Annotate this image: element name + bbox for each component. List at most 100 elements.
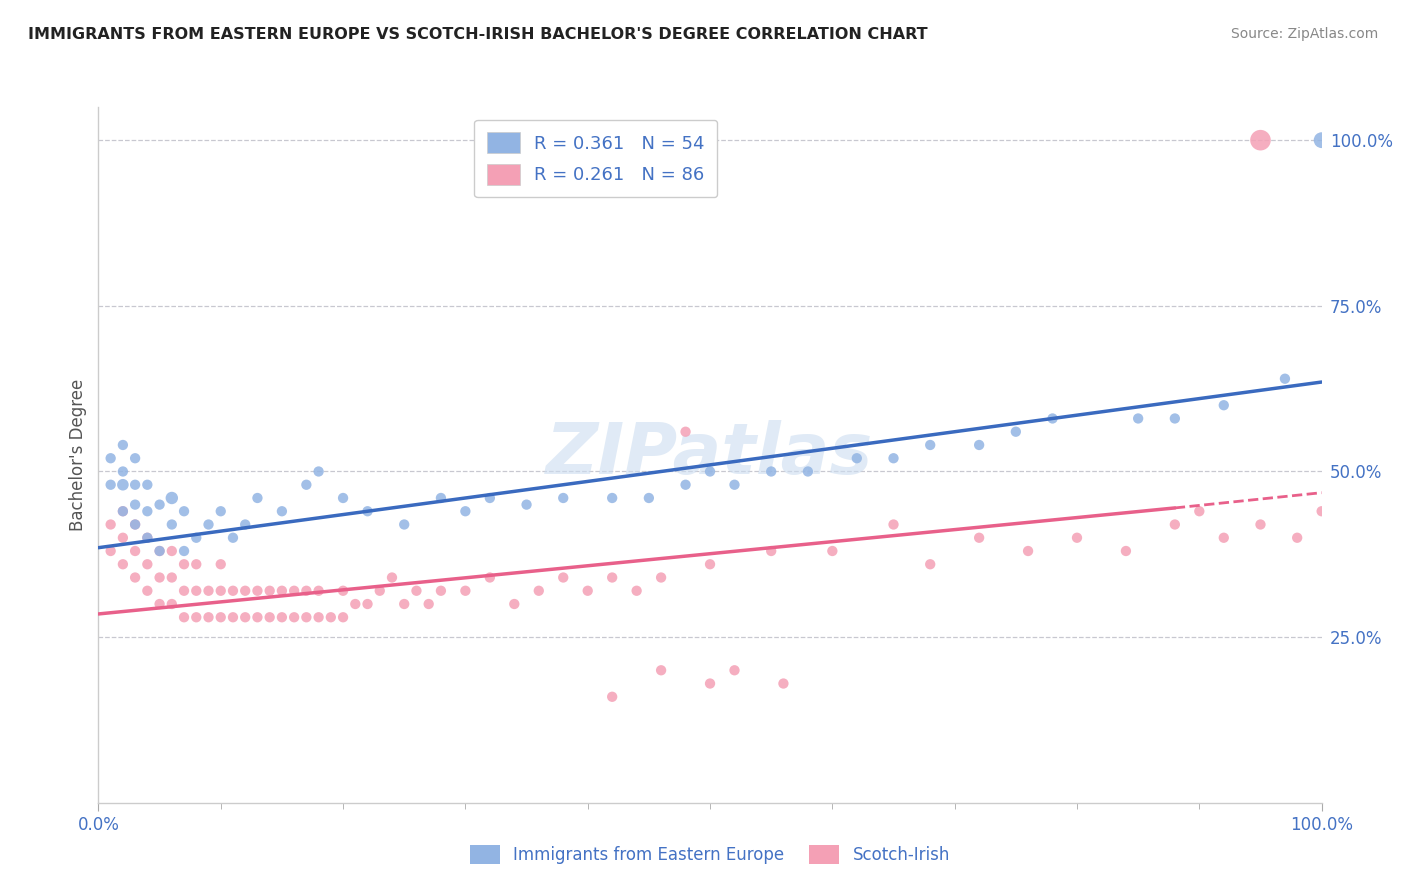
- Point: [173, 610, 195, 624]
- Point: [1286, 531, 1309, 545]
- Point: [283, 610, 305, 624]
- Y-axis label: Bachelor's Degree: Bachelor's Degree: [69, 379, 87, 531]
- Point: [430, 491, 453, 505]
- Point: [478, 570, 501, 584]
- Point: [100, 544, 122, 558]
- Point: [920, 438, 942, 452]
- Point: [270, 610, 294, 624]
- Point: [136, 531, 159, 545]
- Point: [1212, 398, 1234, 412]
- Point: [186, 558, 208, 572]
- Point: [149, 498, 172, 512]
- Point: [197, 583, 219, 598]
- Point: [576, 583, 599, 598]
- Point: [197, 610, 219, 624]
- Point: [209, 610, 232, 624]
- Point: [160, 491, 183, 505]
- Point: [1310, 504, 1333, 518]
- Point: [186, 610, 208, 624]
- Point: [332, 491, 354, 505]
- Point: [761, 465, 783, 479]
- Point: [920, 558, 942, 572]
- Point: [100, 477, 122, 491]
- Point: [699, 558, 721, 572]
- Point: [967, 438, 990, 452]
- Point: [368, 583, 391, 598]
- Legend: Immigrants from Eastern Europe, Scotch-Irish: Immigrants from Eastern Europe, Scotch-I…: [460, 835, 960, 874]
- Point: [1017, 544, 1039, 558]
- Point: [124, 570, 146, 584]
- Point: [186, 531, 208, 545]
- Point: [1164, 411, 1187, 425]
- Point: [270, 504, 294, 518]
- Point: [173, 583, 195, 598]
- Point: [100, 517, 122, 532]
- Point: [124, 517, 146, 532]
- Point: [173, 504, 195, 518]
- Point: [1004, 425, 1026, 439]
- Point: [454, 504, 477, 518]
- Point: [967, 531, 990, 545]
- Point: [503, 597, 526, 611]
- Point: [136, 583, 159, 598]
- Point: [883, 517, 905, 532]
- Point: [1164, 517, 1187, 532]
- Point: [332, 610, 354, 624]
- Point: [111, 438, 134, 452]
- Point: [553, 570, 575, 584]
- Text: IMMIGRANTS FROM EASTERN EUROPE VS SCOTCH-IRISH BACHELOR'S DEGREE CORRELATION CHA: IMMIGRANTS FROM EASTERN EUROPE VS SCOTCH…: [28, 27, 928, 42]
- Point: [259, 610, 281, 624]
- Point: [308, 610, 330, 624]
- Point: [111, 477, 134, 491]
- Point: [136, 477, 159, 491]
- Point: [699, 465, 721, 479]
- Point: [405, 583, 427, 598]
- Point: [209, 583, 232, 598]
- Point: [186, 583, 208, 598]
- Point: [454, 583, 477, 598]
- Point: [124, 544, 146, 558]
- Point: [392, 597, 416, 611]
- Point: [222, 583, 245, 598]
- Point: [209, 558, 232, 572]
- Point: [308, 583, 330, 598]
- Point: [136, 531, 159, 545]
- Point: [124, 477, 146, 491]
- Point: [356, 597, 378, 611]
- Point: [1115, 544, 1137, 558]
- Point: [1310, 133, 1333, 147]
- Point: [418, 597, 440, 611]
- Point: [246, 610, 269, 624]
- Point: [600, 690, 623, 704]
- Point: [270, 583, 294, 598]
- Text: Source: ZipAtlas.com: Source: ZipAtlas.com: [1230, 27, 1378, 41]
- Point: [160, 570, 183, 584]
- Text: ZIPatlas: ZIPatlas: [547, 420, 873, 490]
- Point: [160, 544, 183, 558]
- Point: [124, 517, 146, 532]
- Point: [883, 451, 905, 466]
- Point: [845, 451, 868, 466]
- Point: [650, 570, 672, 584]
- Point: [246, 491, 269, 505]
- Point: [149, 544, 172, 558]
- Point: [209, 504, 232, 518]
- Point: [515, 498, 537, 512]
- Point: [233, 517, 256, 532]
- Point: [259, 583, 281, 598]
- Point: [222, 610, 245, 624]
- Point: [761, 544, 783, 558]
- Point: [626, 583, 648, 598]
- Point: [136, 504, 159, 518]
- Point: [222, 531, 245, 545]
- Point: [699, 676, 721, 690]
- Point: [100, 451, 122, 466]
- Point: [430, 583, 453, 598]
- Point: [295, 610, 318, 624]
- Point: [111, 504, 134, 518]
- Point: [1042, 411, 1064, 425]
- Point: [1066, 531, 1088, 545]
- Point: [1274, 372, 1296, 386]
- Point: [553, 491, 575, 505]
- Point: [136, 558, 159, 572]
